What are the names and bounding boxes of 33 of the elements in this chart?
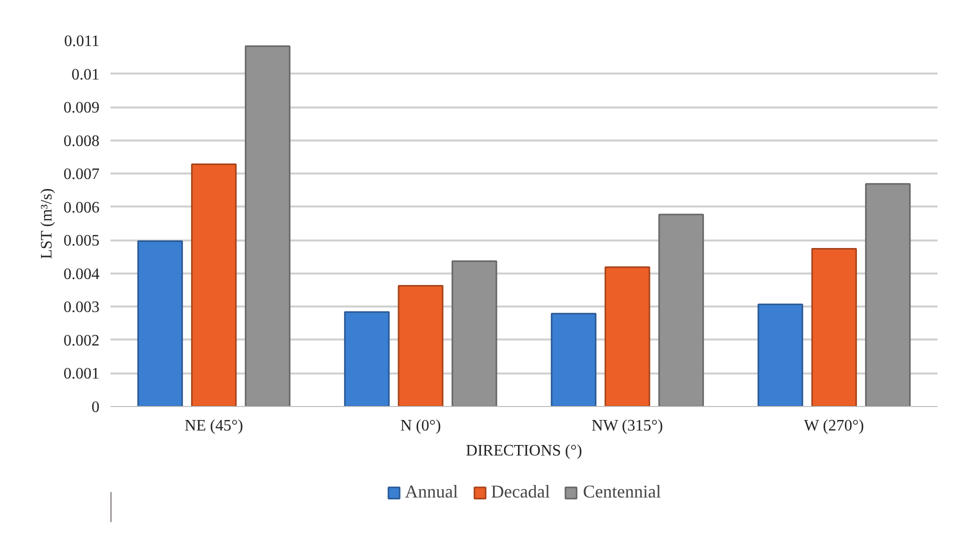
- y-tick-label: 0.006: [64, 199, 100, 216]
- y-axis-title: LST (m³/s): [38, 188, 56, 260]
- x-tick-label: NW (315°): [592, 418, 663, 434]
- bar: [452, 260, 498, 406]
- bar: [658, 214, 704, 406]
- y-tick-label: 0.005: [64, 232, 100, 250]
- y-tick-label: 0.01: [72, 66, 100, 84]
- y-tick-label: 0: [92, 399, 100, 416]
- bar: [137, 240, 183, 406]
- y-tick-label: 0.003: [64, 299, 100, 316]
- bar: [604, 266, 650, 406]
- legend-label: Decadal: [491, 482, 550, 502]
- bar: [811, 248, 857, 406]
- x-tick-label: W (270°): [804, 418, 864, 434]
- legend-label: Centennial: [582, 482, 661, 502]
- bar: [758, 304, 804, 406]
- bar: [550, 312, 596, 406]
- y-tick-label: 0.008: [64, 132, 100, 150]
- y-tick-label: 0.007: [64, 166, 100, 184]
- x-tick-label: N (0°): [400, 418, 441, 434]
- bar: [191, 164, 237, 406]
- legend-label: Annual: [405, 482, 458, 502]
- y-tick-label: 0.011: [64, 33, 100, 50]
- bar: [865, 183, 911, 406]
- y-tick-label: 0.002: [64, 332, 100, 350]
- y-tick-label: 0.001: [64, 366, 100, 383]
- x-tick-label: NE (45°): [184, 418, 244, 434]
- y-tick-label: 0.009: [64, 100, 100, 117]
- x-axis-title: DIRECTIONS (°): [466, 442, 582, 460]
- bar: [344, 311, 390, 406]
- bar: [398, 284, 444, 406]
- y-tick-label: 0.004: [64, 266, 100, 283]
- bar: [244, 45, 290, 406]
